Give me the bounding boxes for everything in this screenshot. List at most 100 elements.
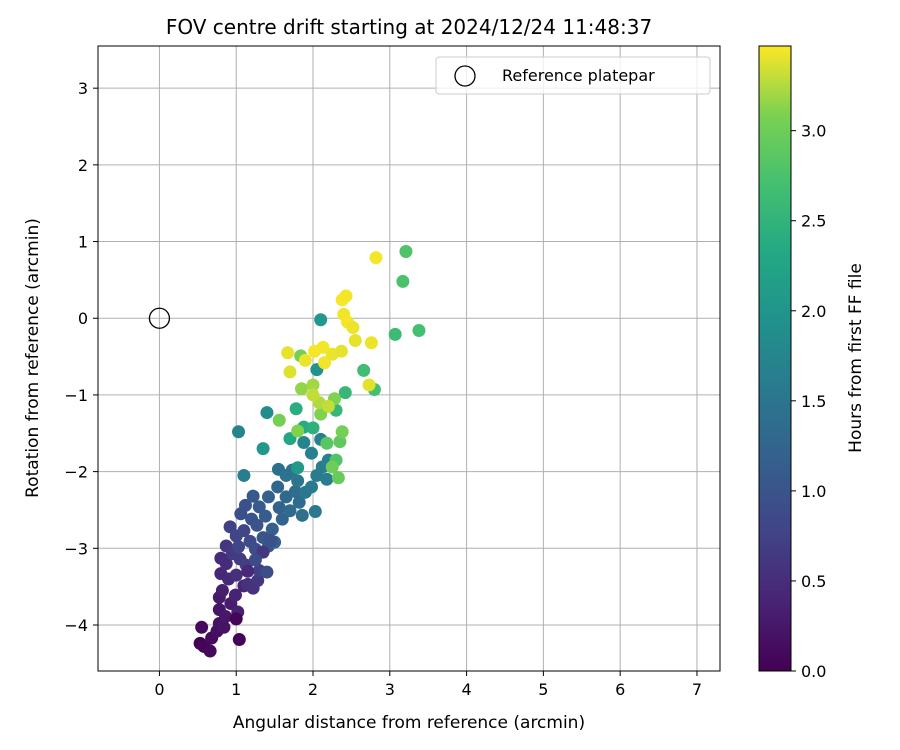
data-point — [232, 633, 246, 647]
data-point — [241, 564, 255, 578]
data-point — [306, 388, 320, 402]
y-tick-label: −1 — [64, 386, 88, 405]
data-point — [325, 460, 339, 474]
data-point — [283, 365, 297, 379]
legend-label-reference: Reference platepar — [502, 66, 655, 85]
colorbar-tick-label: 0.0 — [801, 662, 826, 681]
x-tick-label: 2 — [308, 680, 318, 699]
y-tick-label: −3 — [64, 539, 88, 558]
data-point — [388, 327, 402, 341]
data-point — [306, 378, 320, 392]
x-tick-label: 1 — [231, 680, 241, 699]
data-point — [195, 620, 209, 634]
data-point — [252, 500, 266, 514]
data-point — [316, 340, 330, 354]
x-tick-label: 6 — [615, 680, 625, 699]
data-point — [260, 565, 274, 579]
data-point — [238, 498, 252, 512]
plot-area-frame — [97, 45, 721, 672]
data-point — [304, 446, 318, 460]
data-point — [219, 557, 233, 571]
x-axis-label: Angular distance from reference (arcmin) — [233, 713, 585, 733]
data-point — [232, 425, 246, 439]
data-point — [215, 583, 229, 597]
data-point — [223, 520, 237, 534]
data-point — [399, 245, 413, 259]
colorbar-ticks: 0.0 0.5 1.0 1.5 2.0 2.5 3.0 — [791, 122, 826, 681]
colorbar-label: Hours from first FF file — [846, 263, 866, 453]
x-tick-label: 4 — [461, 680, 471, 699]
reference-platepar-marker — [148, 307, 171, 329]
data-point — [320, 436, 334, 450]
x-tick-label: 7 — [692, 680, 702, 699]
data-point — [261, 490, 275, 504]
data-point — [294, 382, 308, 396]
data-point — [334, 344, 348, 358]
x-tick-label: 0 — [154, 680, 164, 699]
data-point — [289, 402, 303, 416]
colorbar-tick-label: 1.0 — [801, 482, 826, 501]
y-tick-label: 0 — [78, 309, 88, 328]
data-points — [193, 245, 426, 658]
y-tick-label: −4 — [64, 616, 88, 635]
data-point — [217, 620, 231, 634]
y-axis: −4 −3 −2 −1 0 1 2 3 — [64, 79, 98, 635]
data-point — [320, 472, 334, 486]
data-point — [251, 574, 265, 588]
colorbar-tick-label: 1.5 — [801, 392, 826, 411]
data-point — [339, 289, 353, 303]
data-point — [283, 504, 297, 518]
colorbar-tick-label: 3.0 — [801, 122, 826, 141]
data-point — [271, 480, 285, 494]
data-point — [314, 313, 328, 327]
data-point — [346, 320, 360, 334]
legend-marker-reference — [454, 65, 476, 87]
data-point — [203, 644, 217, 658]
data-point — [318, 356, 332, 370]
data-point — [298, 353, 312, 367]
x-tick-label: 5 — [538, 680, 548, 699]
data-point — [265, 522, 279, 536]
legend-box — [435, 56, 711, 95]
data-point — [232, 540, 246, 554]
data-point — [218, 610, 232, 624]
y-tick-label: 2 — [78, 156, 88, 175]
data-point — [321, 399, 335, 413]
data-point — [250, 518, 264, 532]
data-point — [228, 588, 242, 602]
reference-marker — [148, 307, 171, 329]
grid — [98, 46, 720, 671]
data-point — [229, 568, 243, 582]
data-point — [308, 504, 322, 518]
data-point — [291, 461, 305, 475]
data-point — [256, 442, 270, 456]
data-point — [338, 386, 352, 400]
y-axis-label: Rotation from reference (arcmin) — [23, 218, 43, 498]
data-point — [348, 333, 362, 347]
data-point — [364, 336, 378, 350]
legend: Reference platepar — [435, 56, 711, 95]
data-point — [272, 501, 286, 515]
data-point — [288, 485, 302, 499]
chart-title: FOV centre drift starting at 2024/12/24 … — [166, 15, 652, 39]
data-point — [291, 424, 305, 438]
data-point — [246, 489, 260, 503]
data-point — [333, 435, 347, 449]
data-point — [396, 274, 410, 288]
data-point — [304, 480, 318, 494]
data-point — [260, 406, 274, 420]
data-point — [291, 474, 305, 488]
y-tick-label: −2 — [64, 463, 88, 482]
data-point — [306, 421, 320, 435]
x-axis: 0 1 2 3 4 5 6 7 — [154, 671, 702, 699]
data-point — [264, 534, 278, 548]
data-point — [258, 509, 272, 523]
data-point — [412, 324, 426, 338]
colorbar-gradient — [758, 45, 792, 672]
data-point — [335, 425, 349, 439]
data-point — [248, 553, 262, 567]
y-tick-label: 3 — [78, 79, 88, 98]
x-tick-label: 3 — [385, 680, 395, 699]
data-point — [281, 346, 295, 360]
